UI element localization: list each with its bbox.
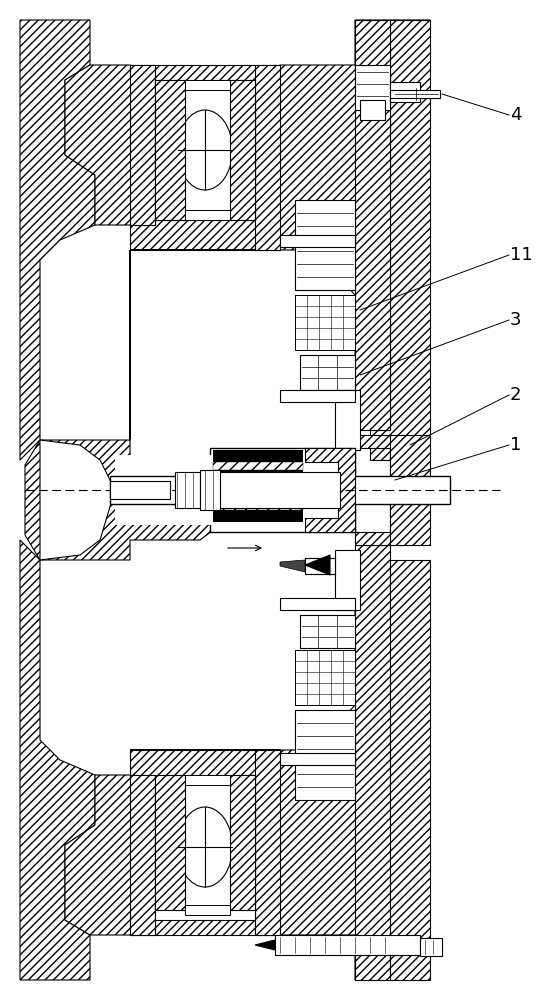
- Polygon shape: [305, 555, 330, 575]
- Bar: [213, 502, 303, 510]
- Bar: [300, 615, 355, 648]
- Polygon shape: [65, 65, 195, 225]
- Bar: [115, 455, 230, 525]
- Polygon shape: [20, 20, 95, 460]
- Bar: [213, 470, 303, 482]
- Polygon shape: [130, 570, 430, 980]
- Bar: [210, 472, 340, 508]
- Bar: [110, 476, 450, 504]
- Polygon shape: [390, 560, 430, 980]
- Polygon shape: [390, 435, 430, 545]
- Polygon shape: [355, 545, 390, 980]
- Text: 3: 3: [510, 311, 522, 329]
- Bar: [200, 470, 220, 510]
- Polygon shape: [25, 250, 270, 560]
- Bar: [335, 550, 360, 610]
- Polygon shape: [255, 750, 280, 935]
- Bar: [305, 558, 335, 574]
- Bar: [280, 598, 355, 610]
- Text: 4: 4: [510, 106, 522, 124]
- Polygon shape: [130, 750, 280, 935]
- Bar: [295, 650, 355, 705]
- Ellipse shape: [178, 807, 233, 887]
- Bar: [210, 448, 355, 532]
- Bar: [213, 490, 303, 502]
- Bar: [185, 80, 230, 90]
- Bar: [213, 450, 303, 462]
- Bar: [213, 510, 303, 522]
- Bar: [185, 210, 230, 220]
- Bar: [280, 390, 355, 402]
- Polygon shape: [155, 775, 185, 910]
- Polygon shape: [355, 20, 390, 430]
- Polygon shape: [130, 65, 155, 225]
- Polygon shape: [155, 80, 185, 220]
- Polygon shape: [40, 440, 115, 560]
- Polygon shape: [20, 540, 95, 980]
- Bar: [110, 481, 170, 499]
- Polygon shape: [255, 940, 275, 950]
- Polygon shape: [255, 65, 280, 250]
- Bar: [155, 80, 255, 220]
- Bar: [295, 710, 355, 800]
- Polygon shape: [355, 435, 405, 545]
- Bar: [390, 90, 440, 98]
- Polygon shape: [130, 775, 155, 935]
- Bar: [175, 472, 200, 508]
- Bar: [280, 235, 355, 247]
- Bar: [360, 100, 385, 120]
- Bar: [390, 82, 420, 102]
- Bar: [420, 938, 442, 956]
- Bar: [185, 775, 230, 785]
- Polygon shape: [130, 65, 280, 250]
- Text: 1: 1: [510, 436, 522, 454]
- Polygon shape: [305, 448, 355, 532]
- Bar: [335, 390, 360, 450]
- Text: 2: 2: [510, 386, 522, 404]
- Bar: [355, 65, 390, 110]
- Polygon shape: [280, 560, 305, 572]
- Bar: [295, 295, 355, 350]
- Text: 11: 11: [510, 246, 533, 264]
- Polygon shape: [65, 775, 195, 935]
- Bar: [155, 775, 255, 920]
- Bar: [275, 935, 420, 955]
- Bar: [280, 753, 355, 765]
- Bar: [300, 355, 355, 390]
- Polygon shape: [230, 775, 255, 910]
- Bar: [213, 482, 303, 490]
- Ellipse shape: [178, 110, 233, 190]
- Bar: [295, 200, 355, 290]
- Bar: [185, 905, 230, 915]
- Polygon shape: [130, 20, 430, 430]
- Polygon shape: [370, 20, 430, 460]
- Bar: [213, 462, 303, 470]
- Polygon shape: [230, 80, 255, 220]
